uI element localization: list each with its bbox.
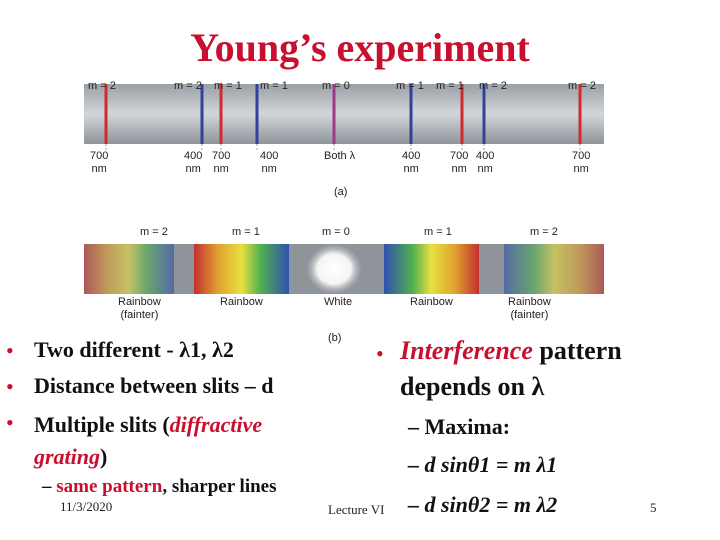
a-order-label: m = 2 [88,80,116,92]
fringe-diagram [84,84,604,294]
bullet-marker: • [376,341,384,366]
right-bullet-1-em: Interference [400,336,533,365]
rainbow-m1-left [194,244,289,294]
left-sub-bullet: – same pattern, sharper lines [42,476,277,498]
right-sub-3: – d sinθ2 = m λ2 [408,492,558,517]
b-order-label: m = 1 [424,226,452,238]
figure-b-label: (b) [328,332,342,344]
sub-bullet-rest: , sharper lines [162,476,277,497]
a-order-label: m = 2 [568,80,596,92]
b-region-label: Rainbow (fainter) [118,296,161,321]
left-bullet-3-em2: grating [34,444,101,469]
a-order-label: m = 1 [260,80,288,92]
left-bullet-3-pre: Multiple slits ( [34,412,170,437]
left-bullet-3-em: diffractive [169,412,263,437]
slide-title: Young’s experiment [190,25,530,70]
bullet-marker: • [6,410,14,435]
b-order-label: m = 2 [140,226,168,238]
footer-lecture: Lecture VI [328,502,385,517]
right-sub-1: – Maxima: [408,414,511,439]
right-bullet-1-rest: pattern [532,336,622,365]
interference-figure: m = 2 m = 2 m = 1 m = 1 m = 0 m = 1 m = … [84,74,604,349]
bullet-marker: • [6,338,14,363]
rainbow-m1-right [384,244,479,294]
bullet-marker: • [6,374,14,399]
sub-bullet-dash: – [42,476,57,497]
figure-a-label: (a) [334,186,348,198]
left-bullet-2: Distance between slits – d [34,373,274,398]
rainbow-m2-left [84,244,174,294]
a-order-label: m = 1 [436,80,464,92]
left-bullet-1: Two different - λ1, λ2 [34,337,234,362]
a-wavelength-label: 700 nm [572,150,591,175]
a-wavelength-label: 700 nm [90,150,109,175]
a-wavelength-label: 400 nm [476,150,495,175]
a-order-label: m = 1 [214,80,242,92]
left-bullet-3-post: ) [100,444,108,469]
b-order-label: m = 1 [232,226,260,238]
rainbow-m2-right [504,244,604,294]
b-region-label: Rainbow (fainter) [508,296,551,321]
footer-date: 11/3/2020 [60,499,113,514]
b-order-label: m = 0 [322,226,350,238]
band-a [84,84,604,144]
a-wavelength-label: Both λ [324,150,356,162]
sub-bullet-em: same pattern [56,476,163,497]
left-bullet-3: Multiple slits (diffractive grating) [34,409,344,473]
b-region-label: Rainbow [220,296,263,308]
a-order-label: m = 1 [396,80,424,92]
white-m0 [306,244,362,294]
a-wavelength-label: 400 nm [260,150,279,175]
b-order-label: m = 2 [530,226,558,238]
a-wavelength-label: 700 nm [212,150,231,175]
footer-page-number: 5 [650,500,657,515]
a-wavelength-label: 400 nm [402,150,421,175]
a-wavelength-label: 700 nm [450,150,469,175]
b-region-label: White [324,296,353,308]
right-bullet-1-line2: depends on λ [400,372,545,401]
a-order-label: m = 2 [479,80,507,92]
a-wavelength-label: 400 nm [184,150,203,175]
right-bullet-1: Interference pattern [400,336,622,366]
right-sub-2: – d sinθ1 = m λ1 [408,452,558,477]
a-order-label: m = 2 [174,80,202,92]
a-order-label: m = 0 [322,80,350,92]
b-region-label: Rainbow [410,296,453,308]
